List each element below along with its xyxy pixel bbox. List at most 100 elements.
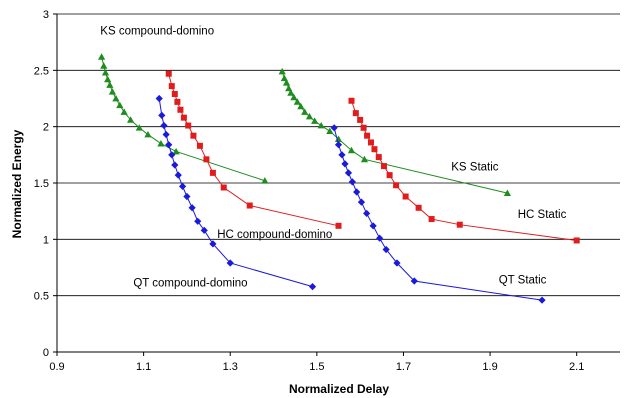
series-ks-static [278,67,511,197]
series-line [158,98,313,288]
data-point [100,62,108,69]
data-point [317,121,325,129]
data-point [200,226,208,234]
data-point [261,177,269,184]
data-point [353,188,361,196]
data-point [386,172,393,179]
data-point [190,132,197,139]
data-point [308,283,317,291]
data-point [456,221,463,228]
series-annotation: KS compound-domino [100,25,214,37]
data-point [382,245,390,254]
data-point [226,259,234,267]
data-point [347,146,356,154]
data-point [194,217,202,225]
series-annotation: HC Static [518,209,567,221]
y-tick-label: 0.5 [34,291,49,303]
y-tick-labels: 0 0.5 1 1.5 2 2.5 3 [34,9,49,359]
data-point [360,155,369,163]
data-point [101,68,110,76]
y-tick-label: 2 [43,122,49,134]
data-point [155,94,163,103]
data-point [278,67,286,75]
data-point [287,89,295,96]
data-point [209,240,217,248]
series-line [351,100,577,241]
data-point [538,296,546,304]
data-point [393,259,401,267]
data-point [104,75,112,83]
data-point [116,101,124,109]
data-point [297,102,305,110]
data-point [160,121,168,130]
data-point [341,160,349,168]
x-tick-labels: 0.9 1.1 1.3 1.5 1.7 1.9 2.1 [49,361,584,373]
data-point [144,130,152,138]
data-point [357,198,366,206]
x-tick-label: 1.7 [396,361,411,373]
data-point [282,79,291,86]
x-axis-title: Normalized Delay [289,382,389,396]
series-ks-compound-domino [98,53,269,184]
data-point [376,234,384,242]
data-point [371,146,378,153]
data-point [171,161,179,169]
series-hc-static [348,97,580,244]
data-point [293,98,301,105]
x-tick-label: 2.1 [569,361,584,373]
data-point [305,112,314,120]
data-point [369,222,377,230]
data-point [120,108,128,115]
data-point [375,154,382,161]
y-axis-title: Normalized Energy [10,129,24,238]
data-point [334,141,343,149]
series-annotation: QT Static [499,274,547,286]
data-point [285,84,293,92]
data-point [178,182,187,190]
data-point [127,116,135,123]
y-tick-label: 1 [43,234,49,246]
data-point [246,202,253,209]
data-point [357,116,364,123]
series-qt-compound-domino [155,94,317,291]
data-point [106,81,114,88]
y-tick-label: 3 [43,9,49,21]
data-point [162,130,170,139]
data-point [174,98,181,105]
data-point [410,277,418,285]
axes [53,13,620,356]
data-point [344,169,353,177]
data-point [402,193,409,200]
y-tick-label: 2.5 [34,65,49,77]
series-qt-static [330,124,546,304]
series-annotation: KS Static [451,162,499,174]
data-point [177,106,184,113]
data-point [573,237,580,244]
data-point [415,204,422,211]
data-point [108,88,117,95]
data-point [220,184,227,191]
data-point [338,151,346,159]
data-point [135,124,143,131]
data-point [196,142,203,149]
data-point [334,135,343,142]
data-point [188,204,196,212]
data-series [98,53,580,304]
series-annotation: HC compound-domino [217,229,332,241]
data-point [290,93,298,101]
data-point [348,178,356,186]
data-point [280,74,288,82]
data-point [352,110,359,117]
data-point [165,70,172,77]
data-point [157,139,165,147]
series-line [281,71,508,194]
data-point [209,169,216,176]
x-tick-label: 0.9 [49,361,64,373]
x-tick-label: 1.1 [136,361,151,373]
data-point [360,124,367,131]
data-point [393,182,400,189]
data-point [172,147,180,155]
series-line [168,73,339,227]
data-point [335,222,342,229]
